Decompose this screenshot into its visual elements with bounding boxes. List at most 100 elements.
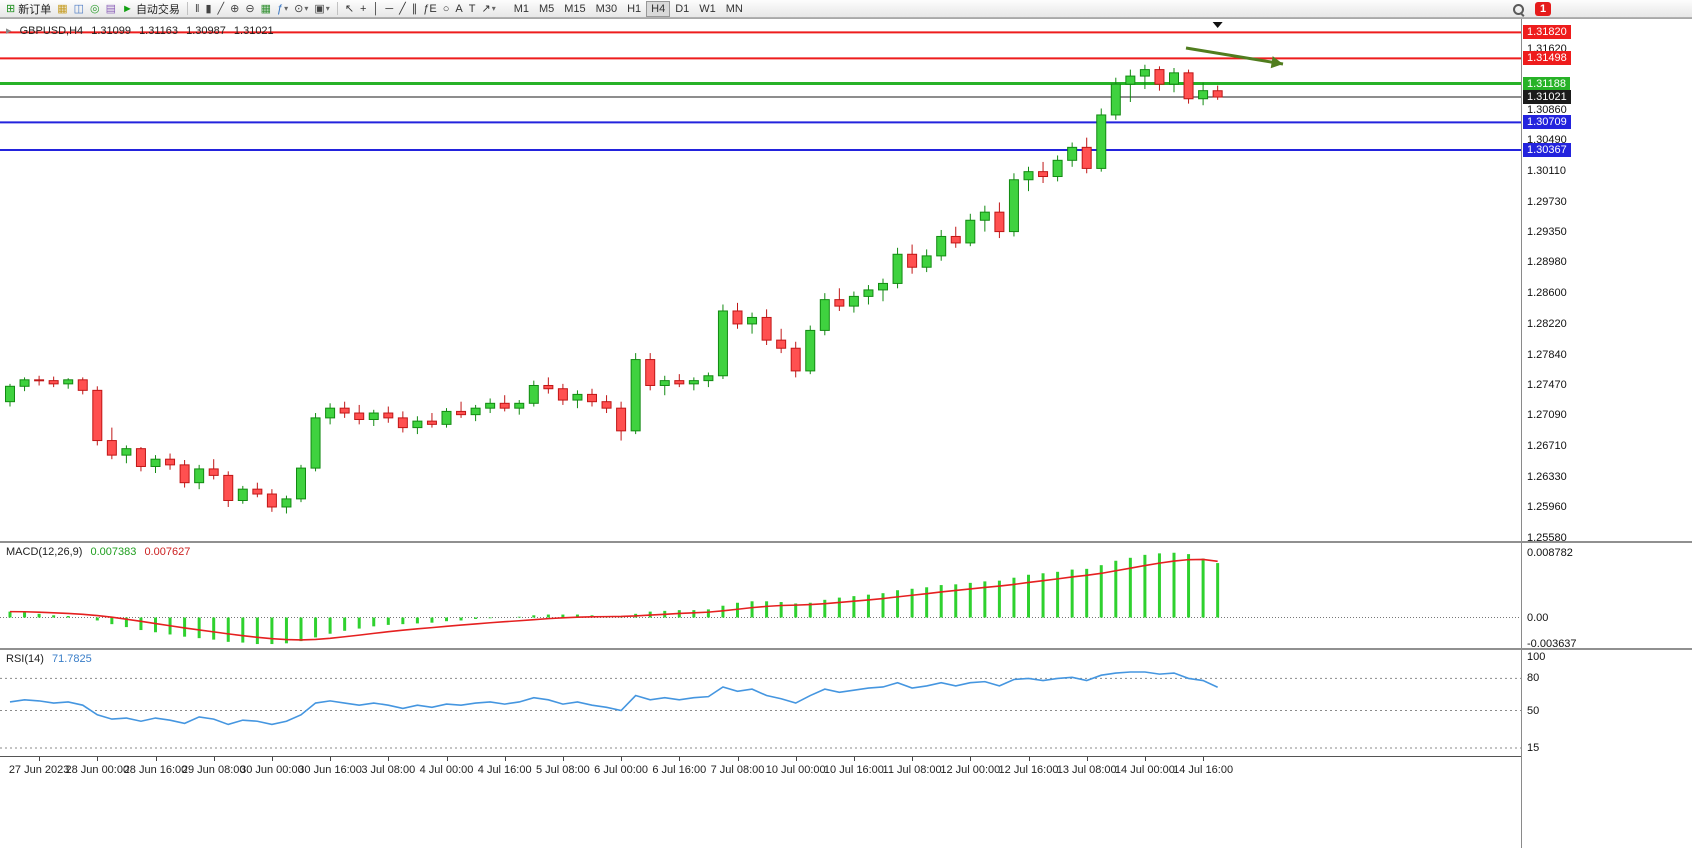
indicators-icon[interactable]: ƒ ▾ xyxy=(274,1,291,17)
candlestick-chart-icon[interactable]: ▮ xyxy=(202,1,214,17)
horizontal-line-icon[interactable]: ─ xyxy=(382,1,396,17)
zoom-out-icon[interactable]: ⊖ xyxy=(242,1,257,17)
periods-icon: ⊙ xyxy=(294,2,304,15)
vertical-line-icon[interactable]: │ xyxy=(369,1,382,17)
market-watch-icon[interactable]: ◫ xyxy=(71,1,87,17)
terminal-icon[interactable]: ▤ xyxy=(103,1,119,17)
time-axis[interactable]: 27 Jun 2023 28 Jun 00:00 28 Jun 16:00 29 Ju… xyxy=(0,756,1521,791)
timeframe-w1[interactable]: W1 xyxy=(699,2,716,15)
levels-layer[interactable] xyxy=(0,31,1521,152)
chart-profile-icon[interactable]: ▦ xyxy=(54,1,70,17)
rsi-axis-label: 50 xyxy=(1527,704,1540,717)
macd-histogram xyxy=(8,552,1220,645)
quote-open: 1.31099 xyxy=(91,25,131,37)
time-axis-label: 6 Jul 16:00 xyxy=(652,764,707,776)
pane-separator[interactable] xyxy=(0,648,1692,650)
time-tick xyxy=(1028,757,1030,761)
zoom-out-icon: ⊖ xyxy=(245,2,255,15)
refresh-icon[interactable]: ◎ xyxy=(87,1,103,17)
candle-body xyxy=(572,393,583,401)
timeframe-h4[interactable]: H4 xyxy=(646,0,671,17)
candle-body xyxy=(426,420,437,425)
tile-windows-icon[interactable]: ▦ xyxy=(258,1,274,17)
timeframe-m30[interactable]: M30 xyxy=(595,2,618,15)
line-chart-icon[interactable]: ╱ xyxy=(215,1,228,17)
timeframe-m15[interactable]: M15 xyxy=(564,2,586,15)
price-pane[interactable] xyxy=(0,19,1521,541)
timeframe-m5[interactable]: M5 xyxy=(538,2,555,15)
shapes-icon[interactable]: ○ xyxy=(440,1,453,17)
label-icon[interactable]: T xyxy=(466,1,479,17)
time-axis-label: 4 Jul 00:00 xyxy=(419,764,474,776)
rsi-axis-label: 100 xyxy=(1527,651,1546,663)
price-axis-label: 1.27090 xyxy=(1527,409,1567,422)
time-tick xyxy=(853,757,855,761)
candle-body xyxy=(659,380,670,386)
trend-arrow-annotation[interactable] xyxy=(1185,46,1284,69)
notification-badge[interactable]: 1 xyxy=(1535,2,1552,16)
channel-icon[interactable]: ∥ xyxy=(409,1,421,17)
rsi-pane[interactable] xyxy=(0,650,1521,756)
price-axis[interactable]: 1.31620 1.30860 1.30490 1.30110 1.29730 1.293… xyxy=(1521,19,1692,848)
autotrading-icon: ► xyxy=(122,2,133,15)
candle-body xyxy=(194,468,205,484)
price-axis-label: 1.27470 xyxy=(1527,378,1567,391)
trendline-icon[interactable]: ╱ xyxy=(396,1,409,17)
candle-body xyxy=(92,389,103,442)
autotrading-button[interactable]: ► 自动交易 xyxy=(119,1,183,17)
periods-icon[interactable]: ⊙ ▾ xyxy=(291,1,311,17)
candle-body xyxy=(63,379,74,385)
time-axis-label: 28 Jun 00:00 xyxy=(65,764,130,776)
zoom-in-icon[interactable]: ⊕ xyxy=(227,1,242,17)
indicators-dropdown-icon[interactable]: ▾ xyxy=(284,4,289,13)
candle-body xyxy=(921,255,932,268)
timeframe-h1[interactable]: H1 xyxy=(627,2,642,15)
terminal-icon: ▤ xyxy=(105,2,117,15)
pane-separator[interactable] xyxy=(0,541,1692,543)
time-axis-label: 3 Jul 08:00 xyxy=(361,764,416,776)
price-axis-badge-1.31188: 1.31188 xyxy=(1523,76,1570,91)
candle-body xyxy=(863,289,874,297)
price-axis-label: 1.25960 xyxy=(1527,500,1567,513)
arrows-dropdown-icon[interactable]: ▾ xyxy=(491,4,496,13)
arrows-icon[interactable]: ↗ ▾ xyxy=(478,1,498,17)
templates-dropdown-icon[interactable]: ▾ xyxy=(325,4,330,13)
one-click-trading-icon[interactable]: ▸ xyxy=(6,25,12,37)
cursor-icon: ↖ xyxy=(344,2,355,15)
candle-body xyxy=(1081,146,1092,169)
bar-chart-icon[interactable]: ‖ xyxy=(192,1,203,17)
text-icon[interactable]: A xyxy=(452,1,465,17)
time-axis-label: 29 Jun 08:00 xyxy=(181,764,246,776)
search-icon[interactable] xyxy=(1512,3,1525,16)
candle-body xyxy=(848,295,859,307)
timeframe-d1[interactable]: D1 xyxy=(675,2,690,15)
toolbar-right: 1 xyxy=(1512,2,1552,16)
price-axis-label: 1.25580 xyxy=(1527,531,1567,544)
timeframe-m1[interactable]: M1 xyxy=(513,2,529,15)
timeframe-mn[interactable]: MN xyxy=(725,2,743,15)
new-order-button[interactable]: ⊞ 新订单 xyxy=(3,1,54,17)
candle-body xyxy=(266,493,277,508)
fibonacci-icon[interactable]: ƒE xyxy=(420,1,439,17)
macd-pane[interactable] xyxy=(0,543,1521,648)
candle-body xyxy=(354,412,365,421)
refresh-icon: ◎ xyxy=(90,2,100,15)
arrow-line xyxy=(1185,46,1284,66)
time-tick xyxy=(330,757,332,761)
candle-body xyxy=(645,359,656,386)
crosshair-icon[interactable]: + xyxy=(357,1,369,17)
periods-dropdown-icon[interactable]: ▾ xyxy=(304,4,309,13)
time-axis-label: 12 Jul 16:00 xyxy=(998,764,1059,776)
indicators-icon: ƒ xyxy=(277,2,284,15)
time-tick xyxy=(1086,757,1088,761)
templates-icon: ▣ xyxy=(314,2,325,15)
time-tick xyxy=(155,757,157,761)
cursor-icon[interactable]: ↖ xyxy=(342,1,357,17)
rsi-value: 71.7825 xyxy=(51,653,92,665)
time-tick xyxy=(388,757,390,761)
shapes-icon: ○ xyxy=(442,2,450,15)
quote-line: ▸ GBPUSD,H4 1.31099 1.31163 1.30987 1.31… xyxy=(6,24,279,37)
templates-icon[interactable]: ▣ ▾ xyxy=(311,1,332,17)
price-axis-badge-1.30709: 1.30709 xyxy=(1523,115,1571,130)
candle-body xyxy=(368,412,379,421)
